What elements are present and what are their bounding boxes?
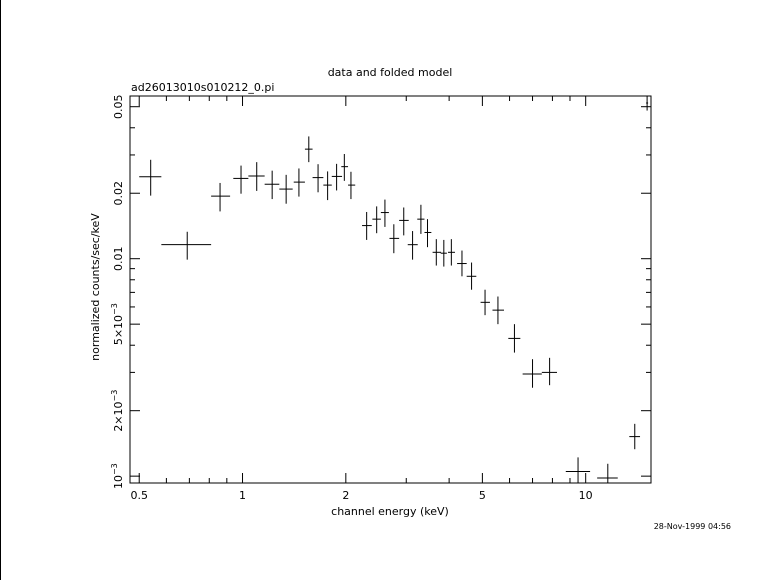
window-left-border — [0, 0, 1, 580]
axis-ticks — [130, 96, 651, 483]
y-tick-label-text: 0.01 — [112, 246, 125, 271]
data-point — [432, 239, 442, 266]
data-point — [323, 171, 332, 201]
y-tick-label: 10−3 — [110, 463, 125, 489]
data-point — [508, 324, 521, 353]
data-point — [440, 239, 447, 267]
plot-timestamp: 28-Nov-1999 04:56 — [654, 522, 731, 531]
data-point — [348, 171, 356, 200]
y-tick-label-text: 5×10−3 — [110, 303, 125, 345]
y-tick-label: 5×10−3 — [110, 303, 125, 345]
data-point — [407, 231, 418, 260]
data-point — [424, 219, 432, 248]
data-point — [480, 289, 490, 316]
data-points — [139, 96, 649, 483]
data-point — [264, 170, 280, 200]
x-tick-label: 2 — [342, 489, 349, 502]
x-tick-label: 10 — [579, 489, 593, 502]
y-tick-label: 0.05 — [112, 94, 125, 119]
data-point — [362, 211, 372, 240]
data-point — [565, 457, 591, 483]
x-axis-label: channel energy (keV) — [331, 505, 449, 518]
y-axis-label: normalized counts/sec/keV — [89, 213, 102, 361]
y-tick-label-text: 10−3 — [110, 463, 125, 489]
data-point — [304, 136, 313, 163]
data-point — [139, 159, 162, 196]
data-point — [380, 199, 389, 227]
x-tick-label: 0.5 — [130, 489, 148, 502]
x-tick-label: 5 — [479, 489, 486, 502]
data-point — [279, 174, 293, 204]
data-point — [457, 250, 467, 277]
chart-subtitle: ad26013010s010212_0.pi — [131, 81, 274, 94]
x-tick-label: 1 — [239, 489, 246, 502]
plot-frame — [129, 95, 652, 484]
data-point — [597, 463, 618, 483]
y-tick-label: 2×10−3 — [110, 390, 125, 432]
data-point — [629, 423, 641, 450]
y-tick-label-text: 0.05 — [112, 94, 125, 119]
data-point — [312, 164, 324, 193]
data-point — [233, 165, 249, 194]
data-point — [417, 204, 425, 234]
y-tick-label-text: 2×10−3 — [110, 390, 125, 432]
data-point — [492, 296, 504, 325]
data-point — [372, 206, 381, 234]
data-point — [211, 182, 231, 212]
y-tick-label: 0.01 — [112, 246, 125, 271]
data-point — [399, 207, 409, 236]
data-point — [389, 224, 400, 254]
data-point — [448, 239, 455, 266]
y-tick-label-text: 0.02 — [112, 181, 125, 206]
data-point — [248, 162, 265, 191]
data-point — [522, 359, 542, 388]
y-tick-label: 0.02 — [112, 181, 125, 206]
chart-title: data and folded model — [328, 66, 453, 79]
data-point — [293, 168, 305, 197]
x-tick-labels: 0.5 1 2 5 10 — [130, 489, 592, 502]
data-point — [341, 154, 349, 181]
y-tick-labels: 10−3 2×10−3 5×10−3 0.01 0.02 0.05 — [110, 94, 125, 489]
data-point — [331, 163, 343, 191]
data-point — [646, 96, 649, 111]
data-point — [161, 231, 212, 260]
data-point — [541, 357, 558, 386]
data-point — [466, 262, 477, 290]
